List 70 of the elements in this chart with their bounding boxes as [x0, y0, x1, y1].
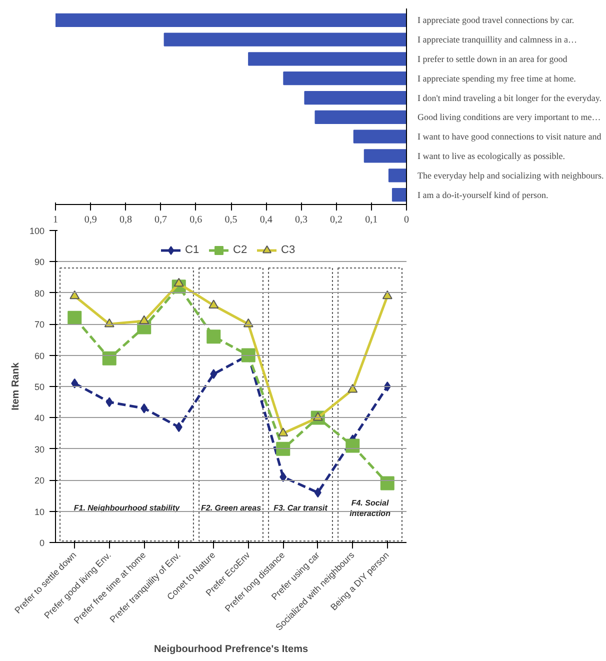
- legend-label: C3: [281, 244, 296, 256]
- point: [140, 403, 148, 414]
- point: [71, 378, 78, 388]
- bar: [388, 168, 406, 182]
- y-tick-label: 40: [34, 413, 45, 424]
- x-tick-label: 1: [53, 214, 58, 226]
- y-tick-label: I don't mind traveling a bit longer for the everyday.: [418, 92, 602, 103]
- band-label: F4. Social interaction: [350, 498, 391, 518]
- band-label: F1. Neighbourhood stability: [74, 504, 180, 513]
- y-tick-label: I appreciate spending my free time at home.: [418, 73, 576, 84]
- bar: [248, 52, 406, 66]
- point: [382, 290, 392, 300]
- x-axis-title: Neigbourhood Prefrence's Items: [154, 644, 308, 655]
- bar: [283, 72, 406, 86]
- point: [280, 472, 287, 482]
- point: [210, 369, 218, 380]
- y-tick-label: 80: [34, 288, 45, 298]
- y-tick-label: I am a do-it-yourself kind of person.: [418, 190, 548, 200]
- y-tick-label: 50: [34, 382, 45, 392]
- y-axis-title: Item Rank: [10, 362, 22, 410]
- y-tick-label: The everyday help and socializing with neighbours.: [418, 170, 604, 180]
- y-tick-label: 90: [34, 257, 45, 268]
- point: [139, 315, 150, 324]
- bar: [353, 130, 406, 144]
- y-tick-label: 70: [34, 320, 45, 330]
- y-tick-label: I want to have good connections to visit nature and: [418, 132, 602, 142]
- x-tick-label: 0,5: [224, 214, 238, 226]
- bar: [314, 110, 406, 124]
- y-tick-label: 60: [34, 350, 45, 361]
- x-tick-label: 0,9: [84, 214, 97, 226]
- point: [241, 348, 256, 362]
- point: [68, 310, 82, 325]
- y-tick-label: I appreciate tranquillity and calmness in a…: [418, 34, 577, 45]
- x-tick-label: 0,4: [260, 214, 272, 226]
- point: [278, 428, 288, 436]
- bar: [56, 13, 406, 27]
- x-tick-label: 0,8: [119, 214, 132, 226]
- point: [380, 476, 394, 490]
- x-tick-label: 0,6: [190, 214, 202, 226]
- point: [70, 290, 80, 300]
- y-tick-label: Good living conditions are very important to me…: [418, 112, 601, 122]
- point: [106, 397, 113, 408]
- point: [346, 438, 360, 453]
- y-tick-label: I prefer to settle down in an area for good: [418, 54, 568, 64]
- y-tick-label: I want to live as ecologically as possible.: [418, 150, 565, 161]
- bar: [392, 188, 406, 202]
- band-label: F3. Car transit: [274, 504, 328, 513]
- y-tick-label: 100: [29, 226, 45, 236]
- bar: [304, 90, 406, 105]
- bar: [364, 149, 406, 163]
- band-label: F2. Green areas: [200, 504, 262, 513]
- x-tick-label: 0,1: [365, 214, 378, 226]
- point: [102, 351, 116, 366]
- y-tick-label: I appreciate good travel connections by car.: [418, 15, 574, 26]
- y-tick-label: 0: [39, 538, 45, 548]
- x-tick-label: 0: [404, 214, 409, 226]
- x-tick-label: 0,3: [294, 214, 308, 226]
- point: [208, 300, 219, 308]
- y-tick-label: 10: [34, 506, 45, 517]
- x-tick-label: 0,2: [330, 214, 343, 226]
- point: [175, 422, 182, 432]
- x-tick-label: 0,7: [154, 214, 168, 226]
- point: [206, 330, 221, 344]
- y-tick-label: 20: [34, 476, 45, 486]
- point: [314, 488, 322, 498]
- legend-label: C2: [233, 244, 248, 256]
- bar: [164, 32, 406, 46]
- point: [276, 442, 290, 456]
- y-tick-label: 30: [34, 444, 45, 454]
- legend-label: C1: [185, 244, 200, 256]
